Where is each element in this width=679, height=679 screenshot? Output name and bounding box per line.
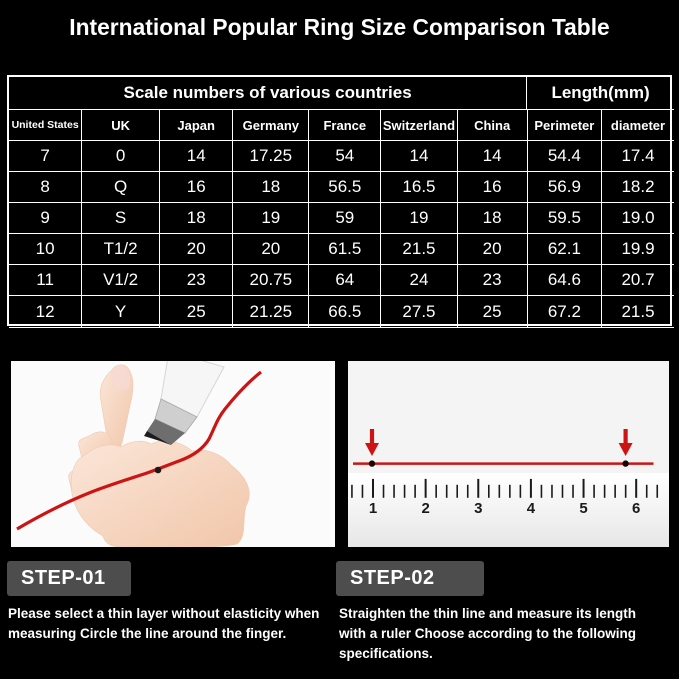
svg-text:3: 3 [474,500,482,517]
svg-text:4: 4 [527,500,536,517]
svg-text:6: 6 [632,500,640,517]
svg-text:1: 1 [369,500,377,517]
svg-text:5: 5 [579,500,587,517]
svg-text:2: 2 [421,500,429,517]
